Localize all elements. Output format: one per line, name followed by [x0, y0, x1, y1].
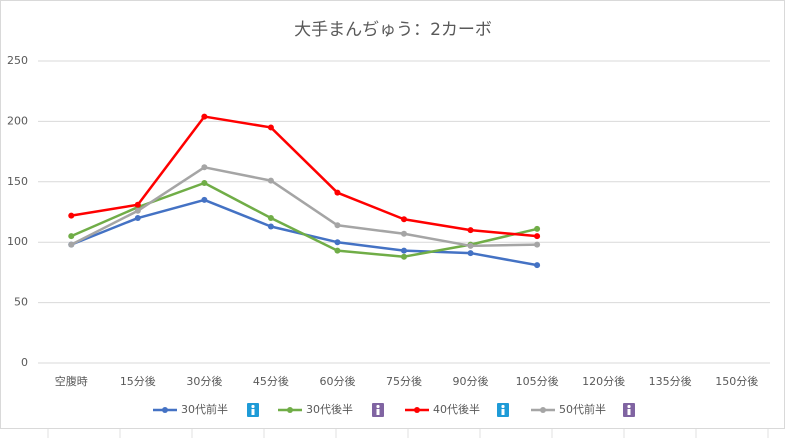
x-tick-label: 15分後	[120, 374, 156, 388]
legend-icon-body	[627, 409, 631, 415]
cell-borders	[47, 429, 769, 438]
y-tick-label: 200	[7, 114, 28, 127]
data-point	[201, 196, 208, 203]
legend-item: 40代後半	[405, 402, 509, 417]
legend-icon-body	[251, 409, 255, 415]
legend-marker	[414, 407, 420, 413]
data-point	[401, 253, 407, 260]
series-line	[70, 166, 538, 248]
y-tick-label: 50	[14, 296, 28, 309]
legend-icon-head	[251, 404, 255, 409]
legend-item: 50代前半	[531, 402, 635, 417]
data-point	[201, 164, 208, 171]
legend-icon-body	[376, 409, 380, 415]
x-tick-label: 105分後	[516, 374, 559, 388]
data-point	[134, 207, 141, 214]
data-point	[401, 230, 407, 237]
legend-icon-head	[376, 404, 380, 409]
data-point	[134, 215, 141, 222]
data-point	[267, 223, 274, 230]
legend-icon-body	[501, 409, 505, 415]
x-tick-label: 75分後	[386, 374, 422, 388]
data-point	[534, 233, 541, 240]
data-point	[467, 227, 474, 234]
data-point	[334, 222, 341, 229]
data-point	[68, 233, 75, 240]
x-tick-label: 120分後	[582, 374, 625, 388]
legend-marker	[540, 407, 546, 413]
y-tick-label: 100	[7, 235, 28, 248]
data-point	[68, 241, 75, 248]
series-line	[71, 115, 538, 238]
legend-label: 50代前半	[559, 402, 606, 416]
x-tick-label: 空腹時	[55, 374, 88, 388]
x-tick-label: 135分後	[649, 374, 692, 388]
legend-label: 30代後半	[306, 402, 353, 416]
y-tick-label: 150	[7, 175, 28, 188]
chart-title: 大手まんぢゅう：2カーボ	[294, 20, 492, 40]
x-tick-label: 60分後	[319, 374, 355, 388]
data-point	[534, 241, 541, 248]
data-point	[401, 247, 407, 254]
legend-icon-head	[501, 404, 505, 409]
x-tick-label: 90分後	[453, 374, 489, 388]
legend-marker	[287, 407, 293, 413]
data-point	[267, 215, 274, 222]
legend-label: 30代前半	[181, 402, 228, 416]
data-point	[134, 201, 141, 208]
y-tick-label: 250	[7, 54, 28, 67]
data-point	[467, 242, 474, 249]
data-point	[334, 239, 341, 246]
x-tick-label: 150分後	[715, 374, 758, 388]
data-point	[68, 212, 75, 219]
legend-label: 40代後半	[433, 402, 480, 416]
data-point	[267, 177, 274, 184]
x-tick-label: 30分後	[186, 374, 222, 388]
data-point	[334, 247, 341, 254]
legend-item: 30代前半	[153, 402, 259, 417]
legend-marker	[162, 407, 168, 413]
data-point	[534, 262, 541, 269]
data-point	[201, 113, 208, 120]
data-point	[401, 216, 407, 223]
legend-item: 30代後半	[278, 402, 384, 417]
legend-icon-head	[627, 404, 631, 409]
x-tick-label: 45分後	[253, 374, 289, 388]
data-point	[334, 189, 341, 196]
data-point	[534, 225, 541, 232]
data-point	[201, 180, 208, 187]
data-point	[267, 124, 274, 131]
y-tick-label: 0	[21, 356, 28, 369]
data-point	[467, 250, 474, 257]
